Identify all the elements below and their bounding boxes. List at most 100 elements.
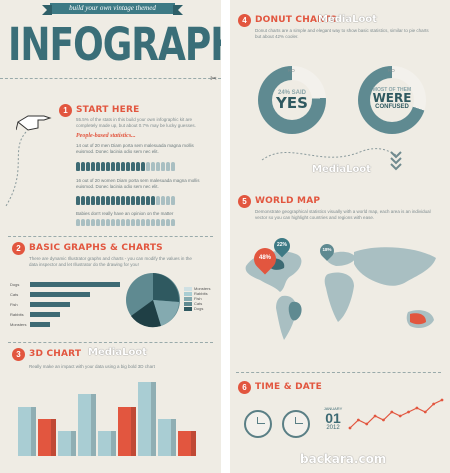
chevron-down-icon: [390, 151, 402, 171]
donut-no-label: NO: [288, 68, 295, 73]
map-pin-label: 22%: [276, 242, 287, 248]
clock-icon: [282, 410, 310, 438]
calendar: JANUARY 01 2012: [322, 406, 344, 431]
section-intro: 55.5% of the stats in this build your ow…: [76, 117, 196, 128]
line-point: [356, 418, 360, 422]
header-ribbon: build your own vintage themed: [42, 3, 183, 15]
section-number: 5: [238, 195, 251, 208]
line-point: [373, 414, 377, 418]
line-point: [390, 410, 394, 414]
calendar-year: 2012: [326, 425, 340, 431]
section-title: WORLD MAP: [255, 196, 321, 206]
section-title: 3D CHART: [29, 349, 82, 359]
bar-3d: [118, 407, 136, 456]
bar-label: Cats: [10, 292, 19, 297]
dashed-path: [5, 131, 27, 207]
map-pin-label: 48%: [258, 255, 271, 261]
stat-text: 16 out of 20 women Diam porta sem malesu…: [76, 178, 200, 189]
watermark-text: MediaLoot: [312, 164, 371, 175]
people-row-men: [76, 162, 175, 171]
map-pin-label: 18%: [322, 247, 332, 252]
line-point: [407, 410, 410, 414]
section-intro: Demonstrate geographical statistics visu…: [255, 209, 431, 220]
left-panel: build your own vintage themed INFOGRAPHI…: [0, 0, 221, 473]
legend-item: Dogs: [194, 306, 204, 311]
calendar-day: 01: [325, 410, 341, 426]
donut-big-label-2: CONFUSED: [375, 104, 409, 110]
watermark-text: backara.com: [300, 452, 387, 466]
bar: [30, 322, 50, 327]
bar-label: Dogs: [10, 282, 20, 287]
bar-3d: [38, 419, 56, 456]
donut-no-label: NO: [388, 68, 395, 73]
cut-line: [0, 78, 221, 79]
scissors-icon: ✂: [210, 74, 217, 83]
bar: [30, 312, 60, 317]
legend-item: Rabbits: [194, 291, 208, 296]
bar: [30, 292, 90, 297]
legend-item: Fish: [194, 296, 202, 301]
watermark-text: MediaLoot: [318, 14, 377, 25]
line-point: [398, 414, 402, 418]
line-point: [382, 418, 385, 422]
donut-small-label: 24% SAID: [277, 90, 306, 96]
line-point: [432, 402, 436, 406]
section-title: DONUT CHARTS: [255, 15, 337, 25]
bar-label: Fish: [10, 302, 18, 307]
bar-3d: [98, 431, 116, 456]
donut-chart-yes: 24% SAID YES: [258, 66, 326, 134]
stats-subtitle: People-based statistics...: [76, 133, 136, 139]
section-number: 4: [238, 14, 251, 27]
pie-chart: [126, 273, 180, 328]
donut-big-label: WERE: [372, 91, 412, 105]
clock-icon: [244, 410, 272, 438]
donut-big-label: YES: [276, 94, 308, 112]
bar: [30, 302, 70, 307]
series-line: [349, 399, 443, 429]
bar-3d: [138, 382, 156, 456]
bar: [30, 282, 120, 287]
section-number: 6: [238, 381, 251, 394]
section-number: 1: [59, 104, 72, 117]
divider: [236, 372, 441, 373]
bar-label: Monsters: [10, 322, 27, 327]
stat-text: Babies don't really have an opinion on t…: [76, 211, 174, 216]
calendar-month: JANUARY: [323, 406, 343, 411]
line-point: [440, 398, 444, 402]
line-point: [423, 410, 427, 414]
donut-chart-confused: MOST OF THEM WERE CONFUSED: [358, 66, 426, 134]
section-title: TIME & DATE: [255, 382, 322, 392]
bar-3d: [158, 419, 176, 456]
bar-3d: [18, 407, 36, 456]
section-title: START HERE: [76, 105, 140, 115]
right-panel: 4 DONUT CHARTS MediaLoot Donut charts ar…: [230, 0, 450, 473]
donut-small-label: MOST OF THEM: [372, 87, 412, 93]
section-intro: Really make an impact with your data usi…: [29, 364, 155, 369]
section-intro: Donut charts are a simple and elegant wa…: [255, 28, 429, 39]
world-map: [245, 247, 436, 340]
section-number: 3: [12, 348, 25, 361]
line-chart: [348, 398, 444, 430]
horizontal-bar-chart: Dogs Cats Fish Rabbits Monsters: [10, 282, 130, 334]
bar-label: Rabbits: [10, 312, 24, 317]
bar-3d: [58, 431, 76, 456]
section-title: BASIC GRAPHS & CHARTS: [29, 243, 163, 253]
chart-legend: Monsters Rabbits Fish Cats Dogs: [184, 286, 221, 311]
legend-item: Monsters: [194, 286, 211, 291]
watermark-text: MediaLoot: [88, 347, 147, 358]
line-point: [365, 422, 369, 426]
legend-item: Cats: [194, 301, 203, 306]
stat-text: 14 out of 20 men Diam porta sem malesuad…: [76, 143, 194, 154]
line-point: [415, 406, 419, 410]
dashed-arrow-path: [261, 148, 399, 161]
people-row-women: [76, 196, 175, 205]
pointing-hand-icon: [16, 115, 52, 131]
divider: [8, 236, 213, 237]
bar-3d: [78, 394, 96, 456]
section-number: 2: [12, 242, 25, 255]
page-title: INFOGRAPHIC: [8, 20, 221, 72]
people-row-babies: [76, 219, 175, 228]
line-point: [348, 426, 352, 430]
bar-3d: [178, 431, 196, 456]
